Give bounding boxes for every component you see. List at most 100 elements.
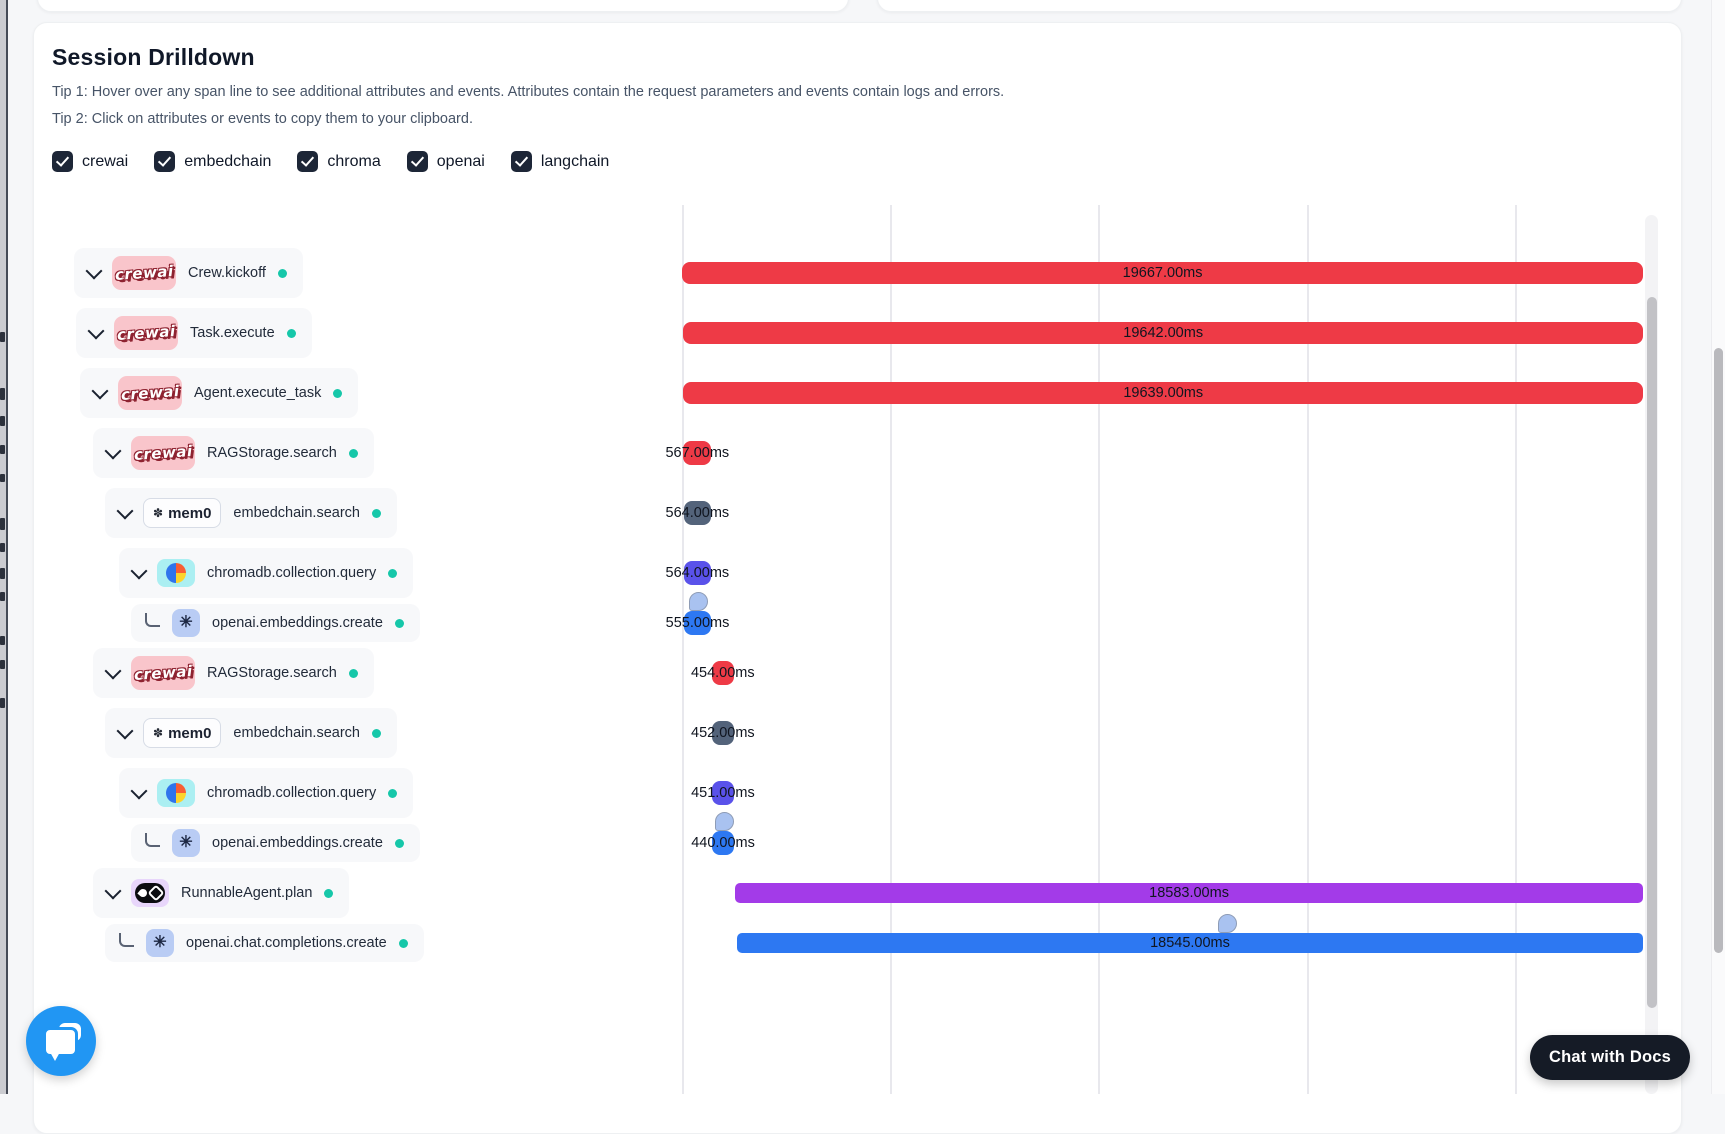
event-bubble-icon[interactable] — [1218, 914, 1238, 933]
chevron-down-icon[interactable] — [87, 322, 105, 339]
checkmark-icon — [514, 153, 528, 167]
status-dot — [388, 568, 398, 578]
cutoff-glyph-fragment — [0, 332, 5, 342]
span-bar-RAGStorage.search[interactable] — [711, 661, 734, 685]
vendor-filters: crewai embedchain chroma openai langchain — [52, 151, 609, 172]
span-bar-RunnableAgent.plan[interactable] — [734, 883, 1644, 903]
status-dot — [333, 388, 343, 398]
span-bar-chromadb.collection.query[interactable] — [711, 781, 734, 805]
chevron-down-icon[interactable] — [85, 262, 103, 279]
time-gridline — [1307, 205, 1309, 1094]
span-bar-openai.embeddings.create[interactable] — [712, 831, 734, 855]
tree-item-RAGStorage.search[interactable]: crewai RAGStorage.search — [93, 648, 374, 698]
status-dot — [348, 448, 358, 458]
span-bar-Agent.execute_task[interactable] — [683, 382, 1644, 404]
chevron-down-icon[interactable] — [104, 882, 122, 899]
tree-item-embedchain.search[interactable]: ✽ mem0 embedchain.search — [105, 708, 397, 758]
filter-checkbox-langchain[interactable]: langchain — [510, 151, 609, 172]
checkbox-checked-icon[interactable] — [154, 151, 176, 172]
time-gridline — [682, 205, 684, 1094]
span-duration-label: 440.00ms — [691, 835, 755, 851]
mem0-wordmark: mem0 — [168, 724, 212, 742]
cutoff-glyph-fragment — [0, 445, 5, 454]
span-bar-Crew.kickoff[interactable] — [682, 262, 1644, 284]
chevron-down-icon[interactable] — [130, 562, 148, 579]
span-name-label: openai.embeddings.create — [212, 615, 383, 631]
filter-checkbox-crewai[interactable]: crewai — [52, 151, 128, 172]
tree-item-chromadb.collection.query[interactable]: chromadb.collection.query — [119, 548, 414, 598]
tree-item-Agent.execute_task[interactable]: crewai Agent.execute_task — [80, 368, 359, 418]
tip-2-text: Tip 2: Click on attributes or events to … — [52, 111, 473, 127]
filter-checkbox-chroma[interactable]: chroma — [297, 151, 381, 172]
tree-item-Task.execute[interactable]: crewai Task.execute — [76, 308, 312, 358]
tree-item-chromadb.collection.query[interactable]: chromadb.collection.query — [119, 768, 414, 818]
chevron-down-icon[interactable] — [91, 382, 109, 399]
span-name-label: embedchain.search — [233, 725, 360, 741]
checkmark-icon — [410, 153, 424, 167]
filter-checkbox-embedchain[interactable]: embedchain — [154, 151, 271, 172]
chat-with-docs-button[interactable]: Chat with Docs — [1530, 1035, 1690, 1080]
span-duration-label: 451.00ms — [691, 785, 755, 801]
span-duration-label: 567.00ms — [665, 445, 730, 461]
checkbox-checked-icon[interactable] — [406, 151, 428, 172]
span-name-label: chromadb.collection.query — [207, 565, 377, 581]
crewai-logo-icon: crewai — [131, 436, 195, 470]
tree-item-RAGStorage.search[interactable]: crewai RAGStorage.search — [93, 428, 374, 478]
openai-knot-icon: ✳ — [153, 934, 167, 951]
span-name-label: RunnableAgent.plan — [181, 885, 313, 901]
span-bar-embedchain.search[interactable] — [711, 721, 734, 745]
span-duration-label: 19667.00ms — [1122, 265, 1203, 281]
tree-item-RunnableAgent.plan[interactable]: RunnableAgent.plan — [93, 868, 350, 918]
event-bubble-icon[interactable] — [688, 592, 708, 611]
chevron-down-icon[interactable] — [104, 662, 122, 679]
checkbox-checked-icon[interactable] — [52, 151, 73, 172]
span-name-label: openai.chat.completions.create — [186, 935, 387, 951]
span-bar-Task.execute[interactable] — [683, 322, 1644, 344]
event-bubble-icon[interactable] — [714, 812, 734, 831]
span-name-label: openai.embeddings.create — [212, 835, 383, 851]
checkbox-checked-icon[interactable] — [297, 151, 319, 172]
chat-launcher-button[interactable] — [26, 1006, 96, 1076]
span-duration-label: 19639.00ms — [1123, 385, 1204, 401]
span-bar-chromadb.collection.query[interactable] — [683, 561, 712, 585]
crewai-logo-icon: crewai — [118, 376, 182, 410]
chevron-down-icon[interactable] — [116, 722, 134, 739]
status-dot — [398, 938, 408, 948]
span-bar-embedchain.search[interactable] — [683, 501, 712, 525]
checkmark-icon — [55, 153, 70, 167]
crewai-logo-icon: crewai — [114, 316, 178, 350]
tree-item-openai.embeddings.create[interactable]: ✳ openai.embeddings.create — [131, 824, 420, 862]
span-bar-RAGStorage.search[interactable] — [683, 441, 712, 465]
filter-label: openai — [436, 152, 485, 170]
tree-item-Crew.kickoff[interactable]: crewai Crew.kickoff — [74, 248, 303, 298]
elbow-connector-icon — [145, 833, 160, 847]
span-duration-label: 564.00ms — [665, 565, 730, 581]
span-bar-openai.embeddings.create[interactable] — [683, 611, 712, 635]
chevron-down-icon[interactable] — [116, 502, 134, 519]
tree-item-openai.embeddings.create[interactable]: ✳ openai.embeddings.create — [131, 604, 420, 642]
page-scrollbar-thumb[interactable] — [1714, 348, 1723, 953]
chevron-down-icon[interactable] — [130, 782, 148, 799]
mem0-logo-icon: ✽ mem0 — [143, 718, 222, 748]
span-name-label: RAGStorage.search — [207, 665, 337, 681]
drilldown-scrollbar-thumb[interactable] — [1647, 297, 1657, 1008]
tree-item-openai.chat.completions.create[interactable]: ✳ openai.chat.completions.create — [105, 924, 424, 962]
filter-label: embedchain — [184, 152, 272, 170]
crewai-logo-icon: crewai — [131, 656, 195, 690]
tree-item-embedchain.search[interactable]: ✽ mem0 embedchain.search — [105, 488, 397, 538]
status-dot — [371, 728, 381, 738]
chevron-down-icon[interactable] — [104, 442, 122, 459]
tip-1-text: Tip 1: Hover over any span line to see a… — [52, 84, 1005, 100]
checkbox-checked-icon[interactable] — [510, 151, 532, 172]
crewai-logo-icon: crewai — [112, 256, 176, 290]
page-title: Session Drilldown — [52, 44, 255, 70]
span-name-label: Agent.execute_task — [194, 385, 322, 401]
span-bar-openai.chat.completions.create[interactable] — [736, 933, 1644, 953]
span-duration-label: 19642.00ms — [1123, 325, 1204, 341]
time-gridline — [1098, 205, 1100, 1094]
filter-checkbox-openai[interactable]: openai — [406, 151, 485, 172]
cutoff-glyph-fragment — [0, 518, 5, 530]
span-duration-label: 18583.00ms — [1149, 885, 1229, 901]
mem0-flower-icon: ✽ — [153, 726, 164, 740]
